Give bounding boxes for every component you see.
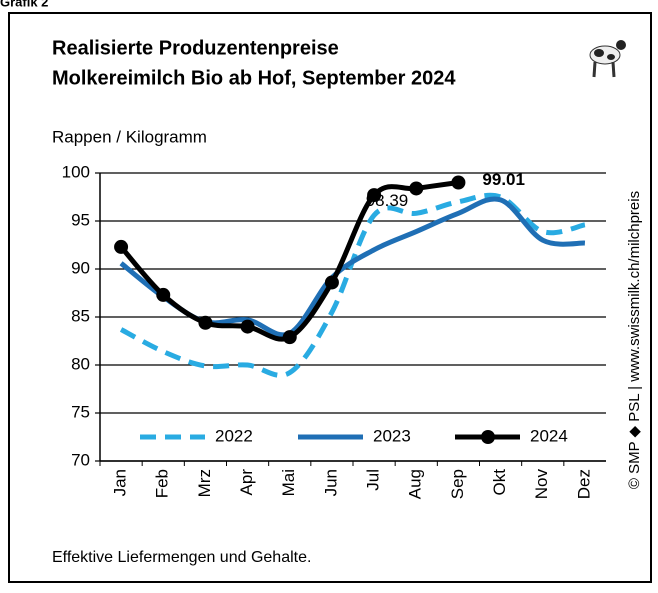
x-tick-label: Sep [448, 469, 467, 499]
x-tick-label: Mrz [195, 469, 214, 497]
series-line [121, 195, 585, 375]
x-tick-label: Mai [279, 469, 298, 496]
chart-title: Realisierte Produzentenpreise [52, 37, 339, 59]
source: © SMP ◆ PSL | www.swissmilk.ch/milchprei… [626, 191, 643, 489]
x-tick-label: Feb [153, 469, 172, 498]
note: Effektive Liefermengen und Gehalte. [52, 549, 311, 566]
chart-title: Molkereimilch Bio ab Hof, September 2024 [52, 67, 456, 89]
x-tick-label: Dez [574, 469, 593, 499]
x-tick-label: Jul [364, 469, 383, 491]
y-tick-label: 100 [62, 162, 90, 181]
data-label: 98.39 [366, 191, 409, 210]
data-point [325, 275, 339, 289]
legend-label: 2023 [373, 426, 411, 445]
data-point [283, 330, 297, 344]
page: {"figure_label": "Grafik 2", "chart_data… [0, 0, 658, 588]
data-point [114, 240, 128, 254]
legend-label: 2022 [215, 426, 253, 445]
x-tick-label: Nov [532, 469, 551, 500]
data-point [198, 316, 212, 330]
chart: Grafik 2 Realisierte Produzentenpreise M… [0, 0, 658, 588]
figure-label: Grafik 2 [0, 0, 48, 9]
x-tick-label: Apr [237, 469, 256, 496]
y-tick-label: 90 [71, 258, 90, 277]
cow-icon [590, 40, 626, 77]
y-axis-label: Rappen / Kilogramm [52, 127, 207, 146]
data-point [241, 320, 255, 334]
y-tick-label: 85 [71, 306, 90, 325]
y-tick-label: 70 [71, 450, 90, 469]
x-tick-label: Aug [406, 469, 425, 499]
y-tick-label: 95 [71, 210, 90, 229]
x-tick-label: Jan [111, 469, 130, 496]
y-tick-label: 75 [71, 402, 90, 421]
x-tick-label: Jun [321, 469, 340, 496]
legend-label: 2024 [530, 426, 568, 445]
y-tick-label: 80 [71, 354, 90, 373]
x-tick-label: Okt [490, 469, 509, 496]
data-point [156, 288, 170, 302]
data-point [451, 176, 465, 190]
data-point [409, 181, 423, 195]
legend-marker [481, 430, 495, 444]
data-label: 99.01 [482, 170, 525, 189]
